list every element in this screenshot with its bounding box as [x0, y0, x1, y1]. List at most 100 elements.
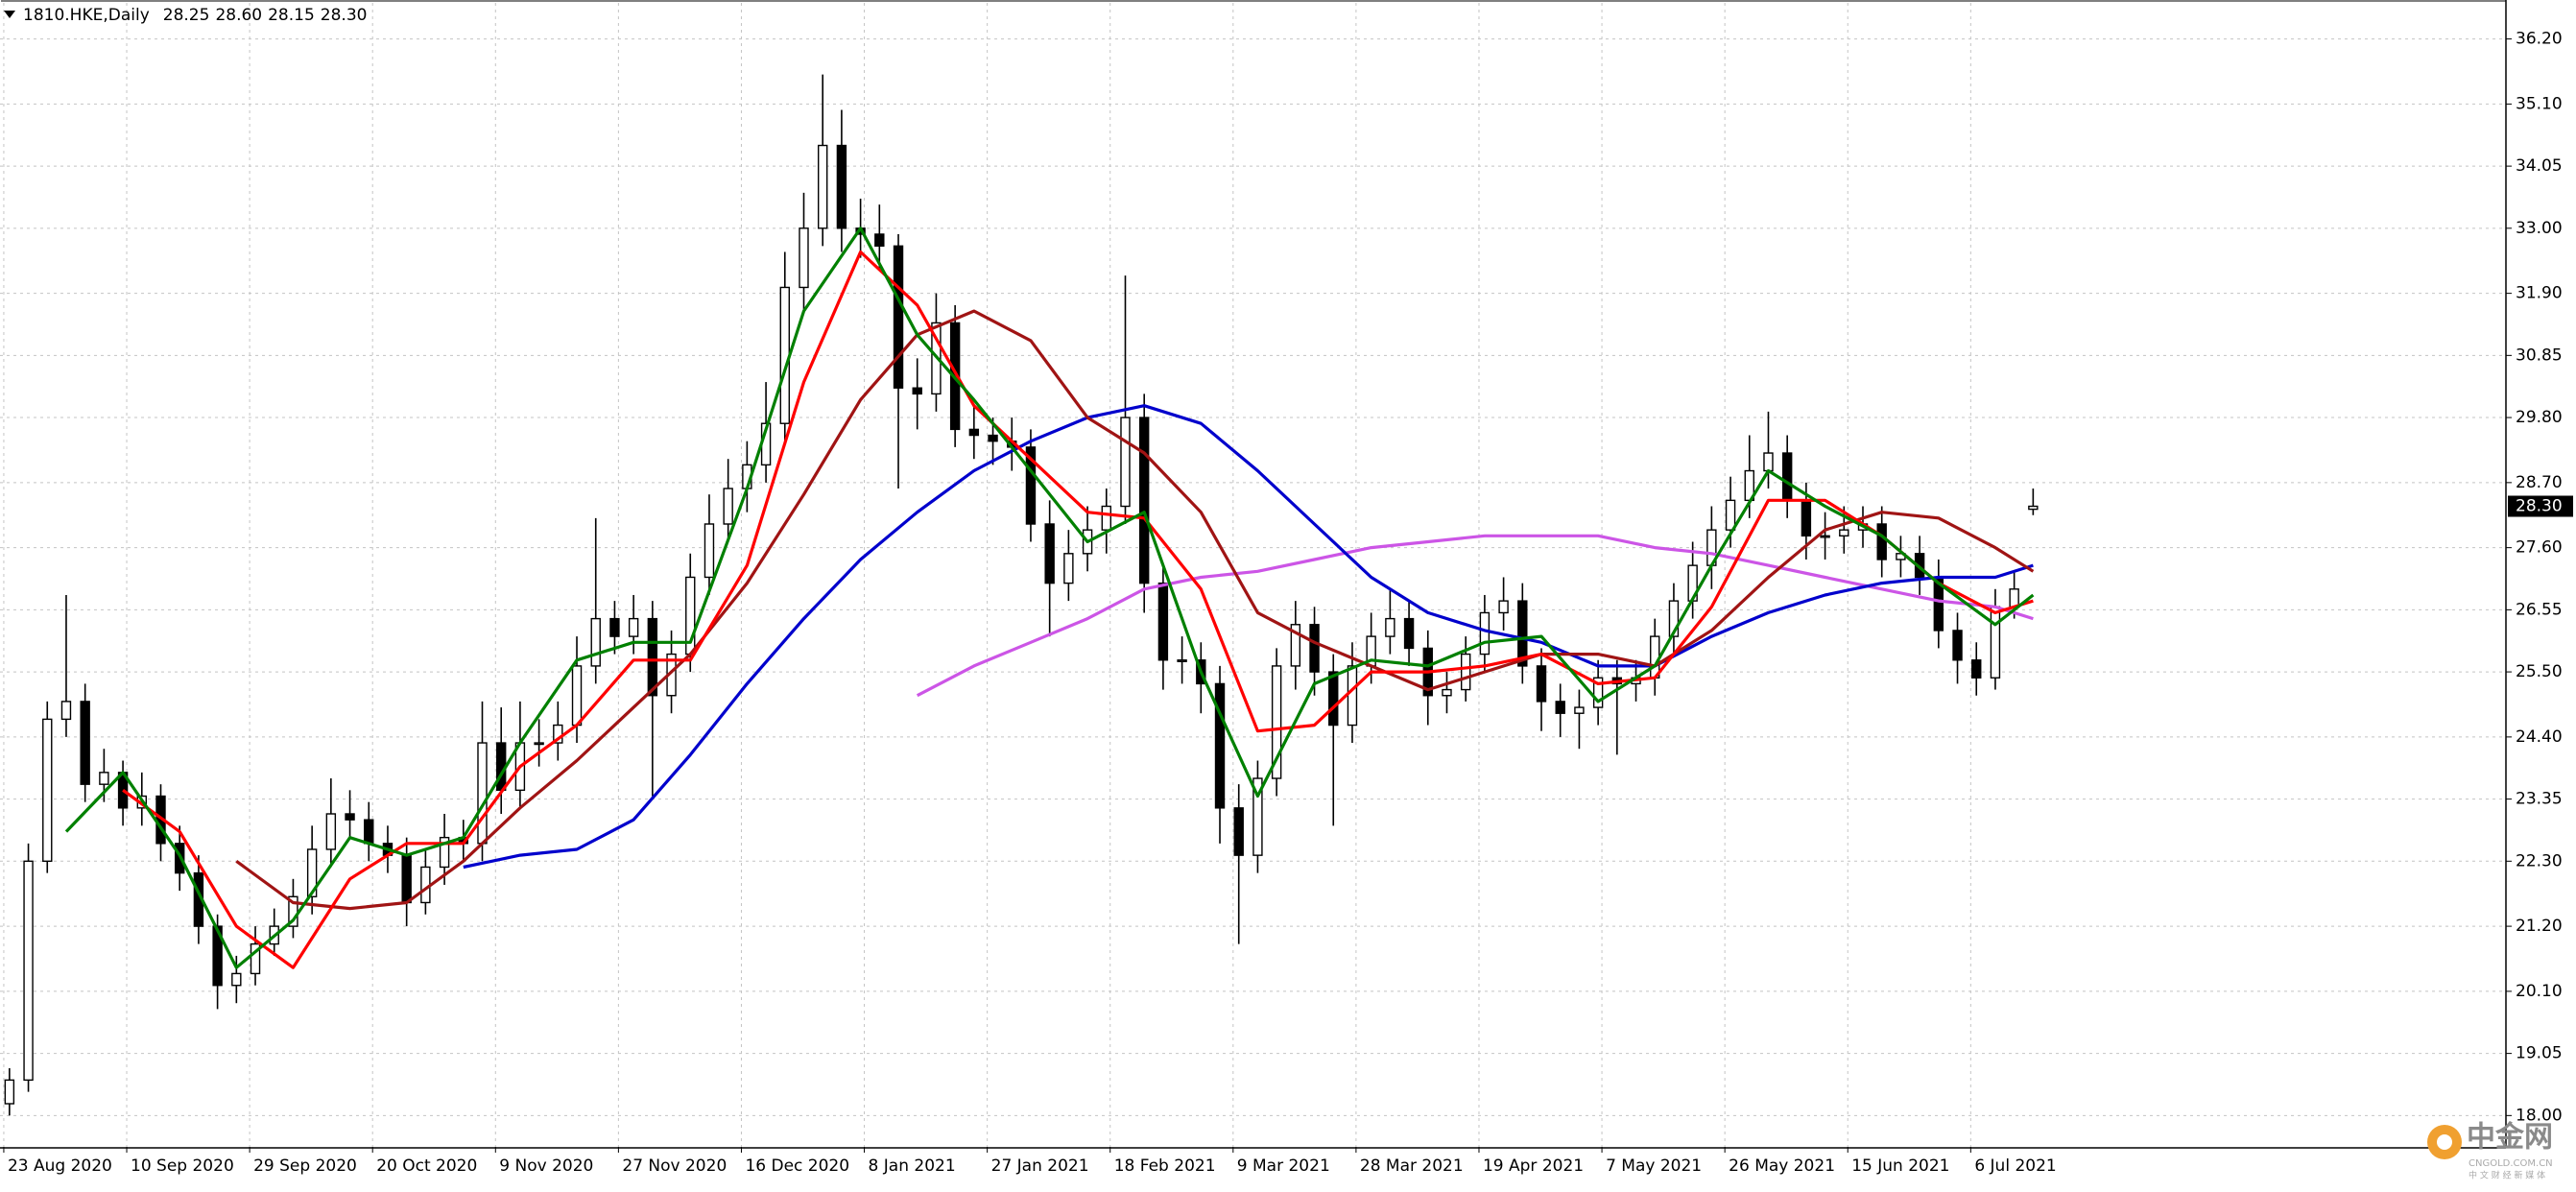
y-tick-label: 28.70 — [2516, 473, 2563, 492]
candle-body — [345, 813, 355, 821]
x-tick-label: 8 Jan 2021 — [869, 1156, 956, 1176]
candle-body — [817, 144, 828, 229]
candle-body — [704, 523, 715, 579]
y-tick-label: 18.00 — [2516, 1106, 2563, 1125]
candle-body — [364, 819, 374, 845]
candle-body — [1971, 659, 1982, 679]
y-tick-label: 27.60 — [2516, 538, 2563, 558]
candle-body — [779, 286, 790, 424]
candle-body — [1271, 665, 1282, 779]
x-tick-label: 23 Aug 2020 — [8, 1156, 112, 1176]
x-tick-label: 26 May 2021 — [1729, 1156, 1835, 1176]
watermark-tagline: 中 文 财 经 新 媒 体 — [2469, 1170, 2545, 1181]
candle-body — [1385, 617, 1395, 637]
candle-body — [1592, 677, 1604, 708]
candle-body — [799, 227, 809, 289]
candle-body — [80, 701, 90, 785]
candle-body — [401, 854, 412, 904]
watermark-name: 中金网 — [2467, 1121, 2553, 1155]
y-tick-label: 21.20 — [2516, 917, 2563, 936]
candle-body — [1725, 499, 1736, 531]
candle-body — [1574, 706, 1585, 714]
y-tick-label: 29.80 — [2516, 408, 2563, 427]
candle-body — [1044, 523, 1055, 584]
candle-body — [1328, 671, 1339, 727]
header-value: 28.30 — [321, 6, 368, 25]
x-tick-label: 18 Feb 2021 — [1114, 1156, 1216, 1176]
candle-body — [723, 488, 733, 525]
candle-body — [647, 617, 658, 697]
candle-body — [1498, 600, 1509, 614]
candle-body — [4, 1079, 15, 1105]
candle-body — [23, 860, 34, 1082]
candle-body — [1138, 417, 1150, 584]
y-tick-label: 25.50 — [2516, 662, 2563, 681]
plot — [4, 74, 2039, 1116]
candle-body — [1555, 701, 1565, 714]
grid — [0, 3, 2506, 1147]
y-tick-label: 23.35 — [2516, 790, 2563, 809]
candle-body — [2028, 505, 2039, 511]
y-tick-label: 20.10 — [2516, 982, 2563, 1001]
candle-body — [590, 617, 601, 667]
moving-average-line — [235, 309, 2035, 911]
candle-body — [571, 665, 583, 727]
candle-body — [893, 245, 904, 389]
candle-body — [1781, 452, 1793, 502]
candle-body — [60, 701, 72, 721]
x-tick-label: 7 May 2021 — [1606, 1156, 1702, 1176]
x-tick-label: 6 Jul 2021 — [1974, 1156, 2056, 1176]
candle-body — [1309, 624, 1320, 673]
candle-body — [306, 848, 318, 897]
candle-body — [1442, 688, 1452, 697]
candle-body — [1517, 600, 1528, 667]
x-tick-label: 16 Dec 2020 — [745, 1156, 849, 1176]
y-tick-label: 30.85 — [2516, 346, 2563, 365]
candle-body — [1820, 535, 1830, 538]
candle-body — [250, 942, 261, 975]
candle-body — [1839, 529, 1849, 537]
candle-body — [1990, 606, 2001, 679]
candle-body — [1763, 452, 1774, 472]
candle-body — [1952, 630, 1963, 661]
candle-body — [1063, 553, 1074, 584]
y-tick-label: 22.30 — [2516, 851, 2563, 870]
y-tick-label: 19.05 — [2516, 1044, 2563, 1063]
candle-body — [968, 428, 980, 437]
candle-body — [1214, 682, 1226, 809]
x-tick-label: 9 Mar 2021 — [1237, 1156, 1330, 1176]
moving-average-line — [916, 534, 2034, 698]
candle-body — [1025, 446, 1037, 525]
y-tick-label: 31.90 — [2516, 284, 2563, 303]
candle-body — [1290, 624, 1301, 667]
header-value: 28.25 — [163, 6, 210, 25]
x-tick-label: 29 Sep 2020 — [253, 1156, 357, 1176]
candle-body — [1120, 417, 1131, 508]
y-tick-label: 34.05 — [2516, 156, 2563, 176]
candle-body — [1403, 617, 1415, 650]
candle-body — [628, 617, 639, 637]
candle-body — [212, 925, 223, 987]
x-tick-label: 20 Oct 2020 — [376, 1156, 477, 1176]
candle-body — [609, 617, 620, 637]
candle-body — [1876, 523, 1887, 560]
candle-body — [534, 742, 544, 746]
header-value: 28.60 — [215, 6, 262, 25]
x-tick-label: 27 Jan 2021 — [991, 1156, 1089, 1176]
x-tick-label: 28 Mar 2021 — [1360, 1156, 1464, 1176]
candle-body — [231, 972, 242, 987]
candle-body — [1101, 505, 1111, 531]
candle-body — [477, 742, 488, 845]
candle-body — [1479, 611, 1491, 656]
candle-body — [912, 387, 922, 395]
header-value: 28.15 — [268, 6, 315, 25]
candle-body — [325, 813, 337, 850]
candle-body — [1668, 600, 1680, 637]
watermark-logo-inner — [2437, 1134, 2452, 1150]
watermark: 中金网 CNGOLD.COM.CN 中 文 财 经 新 媒 体 — [2427, 1121, 2553, 1181]
y-tick-label: 35.10 — [2516, 94, 2563, 113]
candle-body — [988, 434, 998, 442]
candle-body — [1157, 582, 1169, 661]
